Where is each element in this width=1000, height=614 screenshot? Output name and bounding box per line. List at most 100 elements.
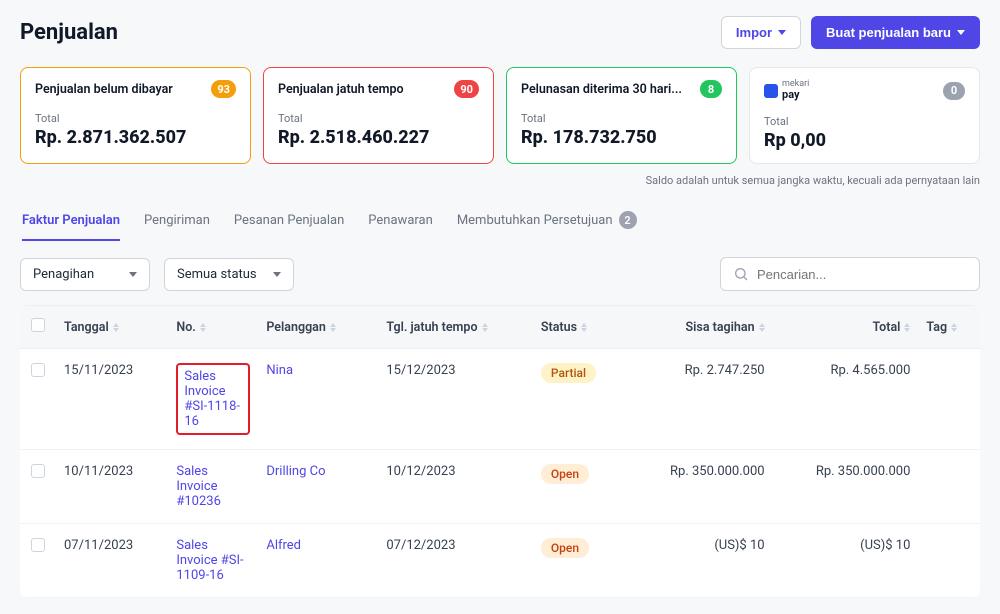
card-badge: 93 — [211, 80, 236, 98]
cell-status: Open — [533, 524, 627, 598]
cell-tanggal: 15/11/2023 — [56, 349, 168, 450]
customer-link[interactable]: Drilling Co — [266, 464, 325, 479]
card-badge: 0 — [943, 82, 965, 100]
sort-icon — [904, 323, 910, 332]
new-sale-button-label: Buat penjualan baru — [826, 25, 951, 40]
summary-card[interactable]: mekaripay0TotalRp 0,00 — [749, 67, 980, 164]
chevron-down-icon — [778, 30, 786, 35]
customer-link[interactable]: Alfred — [266, 538, 301, 553]
tab[interactable]: Pengiriman — [144, 201, 210, 241]
sort-icon — [759, 323, 765, 332]
footnote: Saldo adalah untuk semua jangka waktu, k… — [20, 174, 980, 187]
page-title: Penjualan — [20, 20, 118, 45]
invoice-link[interactable]: Sales Invoice #SI-1118-16 — [184, 369, 240, 429]
search-icon — [733, 266, 749, 282]
tab[interactable]: Faktur Penjualan — [22, 201, 120, 241]
cell-tag — [918, 450, 980, 524]
chevron-down-icon — [129, 272, 137, 277]
cell-no: Sales Invoice #SI-1109-16 — [168, 524, 258, 598]
row-checkbox[interactable] — [31, 464, 45, 478]
col-sisa[interactable]: Sisa tagihan — [627, 306, 773, 349]
cell-tanggal: 10/11/2023 — [56, 450, 168, 524]
card-title: Penjualan belum dibayar — [35, 82, 173, 97]
card-total: Rp. 2.871.362.507 — [35, 127, 236, 148]
cell-jatuh-tempo: 07/12/2023 — [378, 524, 533, 598]
col-tag[interactable]: Tag — [918, 306, 980, 349]
col-tanggal[interactable]: Tanggal — [56, 306, 168, 349]
cell-total: Rp. 350.000.000 — [773, 450, 919, 524]
mekari-pay-logo: mekaripay — [764, 80, 809, 101]
col-checkbox — [20, 306, 56, 349]
col-total[interactable]: Total — [773, 306, 919, 349]
card-badge: 8 — [700, 80, 722, 98]
col-pelanggan[interactable]: Pelanggan — [258, 306, 378, 349]
cell-no: Sales Invoice #SI-1118-16 — [168, 349, 258, 450]
card-title: Penjualan jatuh tempo — [278, 82, 404, 97]
table-row: 15/11/2023 Sales Invoice #SI-1118-16 Nina 1… — [20, 349, 980, 450]
cell-jatuh-tempo: 15/12/2023 — [378, 349, 533, 450]
tab-label: Membutuhkan Persetujuan — [457, 213, 613, 228]
col-jatuh-tempo[interactable]: Tgl. jatuh tempo — [378, 306, 533, 349]
tab-label: Pengiriman — [144, 213, 210, 228]
cell-tag — [918, 524, 980, 598]
summary-card[interactable]: Penjualan belum dibayar 93 Total Rp. 2.871.… — [20, 67, 251, 164]
filters-row: Penagihan Semua status — [20, 257, 980, 291]
card-total: Rp 0,00 — [764, 130, 965, 151]
sort-icon — [113, 323, 119, 332]
cell-jatuh-tempo: 10/12/2023 — [378, 450, 533, 524]
cell-sisa: Rp. 2.747.250 — [627, 349, 773, 450]
card-badge: 90 — [454, 80, 479, 98]
status-badge: Open — [541, 538, 589, 558]
tab-label: Faktur Penjualan — [22, 213, 120, 228]
filter-penagihan[interactable]: Penagihan — [20, 258, 150, 291]
cell-total: (US)$ 10 — [773, 524, 919, 598]
sort-icon — [330, 323, 336, 332]
cell-tanggal: 07/11/2023 — [56, 524, 168, 598]
card-total-label: Total — [278, 112, 479, 125]
card-title: Pelunasan diterima 30 hari... — [521, 82, 682, 97]
summary-card[interactable]: Penjualan jatuh tempo 90 Total Rp. 2.518.46… — [263, 67, 494, 164]
select-all-checkbox[interactable] — [31, 318, 45, 332]
row-checkbox[interactable] — [31, 363, 45, 377]
card-total: Rp. 2.518.460.227 — [278, 127, 479, 148]
col-no[interactable]: No. — [168, 306, 258, 349]
search-input[interactable] — [757, 267, 967, 282]
tab-label: Penawaran — [368, 213, 433, 228]
table-row: 07/11/2023Sales Invoice #SI-1109-16 Alfre… — [20, 524, 980, 598]
cell-status: Partial — [533, 349, 627, 450]
cell-total: Rp. 4.565.000 — [773, 349, 919, 450]
row-checkbox[interactable] — [31, 538, 45, 552]
customer-link[interactable]: Nina — [266, 363, 293, 378]
cell-tag — [918, 349, 980, 450]
tab[interactable]: Penawaran — [368, 201, 433, 241]
sort-icon — [951, 323, 957, 332]
filter-status[interactable]: Semua status — [164, 258, 294, 291]
header-actions: Impor Buat penjualan baru — [721, 16, 980, 49]
summary-cards: Penjualan belum dibayar 93 Total Rp. 2.871.… — [20, 67, 980, 164]
chevron-down-icon — [273, 272, 281, 277]
new-sale-button[interactable]: Buat penjualan baru — [811, 16, 980, 49]
invoice-link[interactable]: Sales Invoice #SI-1109-16 — [176, 538, 250, 583]
import-button[interactable]: Impor — [721, 16, 801, 49]
cell-pelanggan: Alfred — [258, 524, 378, 598]
summary-card[interactable]: Pelunasan diterima 30 hari...8TotalRp. 1… — [506, 67, 737, 164]
card-total: Rp. 178.732.750 — [521, 127, 722, 148]
cell-status: Open — [533, 450, 627, 524]
sort-icon — [482, 323, 488, 332]
filter-status-label: Semua status — [177, 267, 257, 282]
chevron-down-icon — [957, 30, 965, 35]
sort-icon — [200, 323, 206, 332]
tab[interactable]: Membutuhkan Persetujuan 2 — [457, 201, 637, 241]
cell-no: Sales Invoice #10236 — [168, 450, 258, 524]
card-total-label: Total — [35, 112, 236, 125]
cell-sisa: Rp. 350.000.000 — [627, 450, 773, 524]
search-box[interactable] — [720, 257, 980, 291]
tab[interactable]: Pesanan Penjualan — [234, 201, 344, 241]
cell-sisa: (US)$ 10 — [627, 524, 773, 598]
invoice-link[interactable]: Sales Invoice #10236 — [176, 464, 250, 509]
cell-pelanggan: Nina — [258, 349, 378, 450]
import-button-label: Impor — [736, 25, 772, 40]
col-status[interactable]: Status — [533, 306, 627, 349]
cell-pelanggan: Drilling Co — [258, 450, 378, 524]
tab-badge: 2 — [619, 211, 637, 229]
